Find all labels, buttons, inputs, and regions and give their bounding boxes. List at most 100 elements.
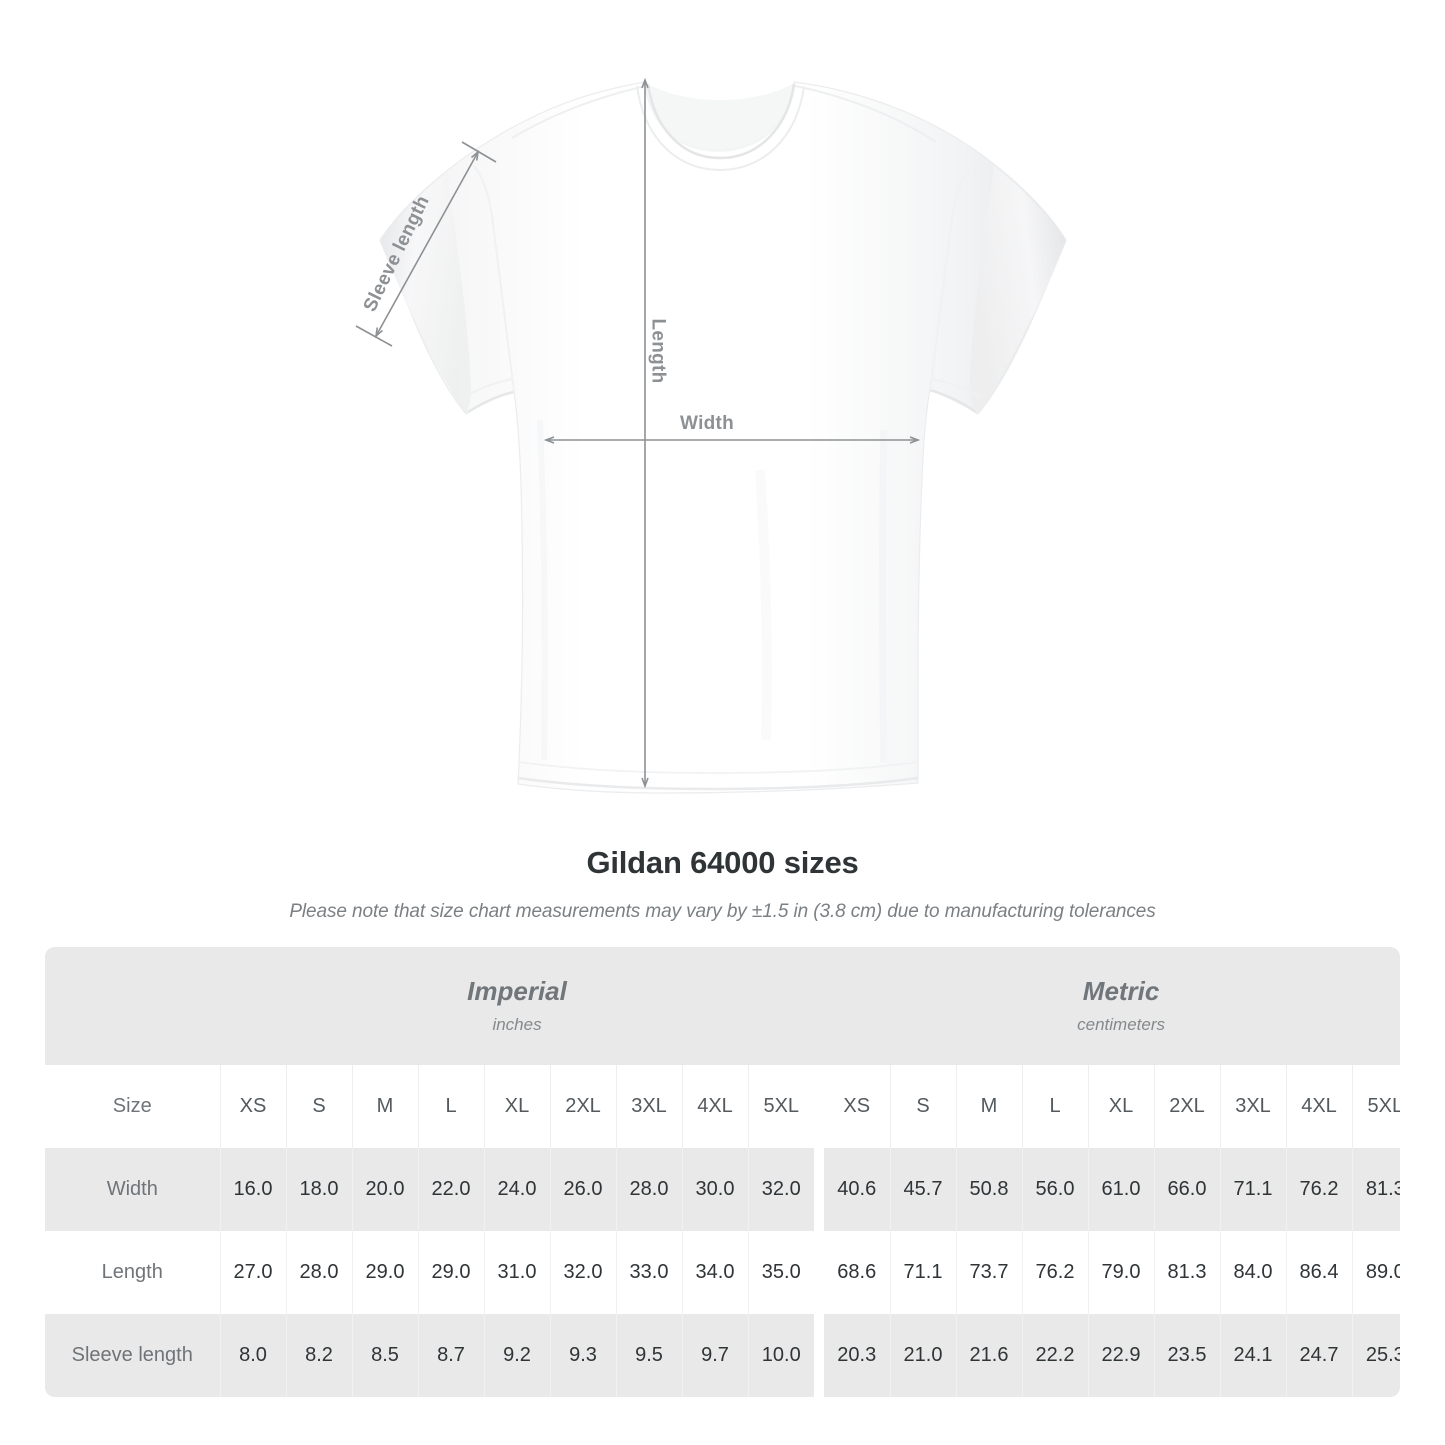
size-header-imperial-5xl: 5XL (747, 1065, 815, 1148)
cell-metric-xl: 22.9 (1087, 1314, 1155, 1397)
unit-group-metric: Metric centimeters (824, 947, 1400, 1065)
table-row: Width 16.0 18.0 20.0 22.0 24.0 26.0 28.0 30.0 32.… (45, 1148, 1400, 1231)
cell-imperial-4xl: 34.0 (681, 1231, 748, 1314)
size-header-imperial-xs: XS (219, 1065, 286, 1148)
cell-metric-m: 50.8 (955, 1148, 1023, 1231)
cell-imperial-5xl: 32.0 (747, 1148, 815, 1231)
section-divider (814, 1065, 825, 1148)
shoulder-seam-left (511, 85, 647, 139)
cell-metric-2xl: 23.5 (1153, 1314, 1221, 1397)
cell-imperial-xs: 27.0 (219, 1231, 286, 1314)
section-divider (814, 1231, 825, 1314)
unit-group-subtitle: inches (492, 1014, 542, 1034)
unit-group-row: Imperial inches Metric centimeters (45, 947, 1400, 1065)
size-header-imperial-m: M (351, 1065, 418, 1148)
size-header-metric-l: L (1021, 1065, 1089, 1148)
size-header-metric-5xl: 5XL (1351, 1065, 1400, 1148)
cell-imperial-xl: 31.0 (483, 1231, 550, 1314)
cell-imperial-2xl: 9.3 (549, 1314, 616, 1397)
chart-heading: Gildan 64000 sizes Please note that size… (0, 845, 1445, 923)
cell-metric-4xl: 76.2 (1285, 1148, 1353, 1231)
cell-imperial-5xl: 35.0 (747, 1231, 815, 1314)
row-label-sleeve-length: Sleeve length (45, 1314, 220, 1397)
fold-shadow-1 (537, 419, 548, 761)
row-label-length: Length (45, 1231, 220, 1314)
armhole-seam-right (929, 167, 971, 391)
cell-metric-4xl: 86.4 (1285, 1231, 1353, 1314)
shoulder-seam-right (794, 85, 937, 143)
table-row: Sleeve length 8.0 8.2 8.5 8.7 9.2 9.3 9.5 9.7 10.… (45, 1314, 1400, 1397)
size-header-metric-xs: XS (824, 1065, 891, 1148)
cell-metric-5xl: 89.0 (1351, 1231, 1400, 1314)
size-chart-table: Imperial inches Metric centimeters Size XS S M L… (45, 947, 1400, 1397)
cell-imperial-l: 29.0 (417, 1231, 484, 1314)
size-header-metric-4xl: 4XL (1285, 1065, 1353, 1148)
cell-metric-xl: 61.0 (1087, 1148, 1155, 1231)
shirt-body (379, 81, 1067, 794)
sleeve-left-hem (467, 390, 515, 414)
unit-group-name: Imperial (467, 976, 567, 1007)
shirt-bottom-hem-2 (518, 761, 919, 774)
sleeve-right-hem-2 (931, 378, 983, 399)
cell-imperial-m: 29.0 (351, 1231, 418, 1314)
size-header-imperial-3xl: 3XL (615, 1065, 682, 1148)
length-label: Length (647, 318, 669, 384)
width-label: Width (680, 413, 735, 434)
cell-metric-3xl: 84.0 (1219, 1231, 1287, 1314)
cell-imperial-3xl: 33.0 (615, 1231, 682, 1314)
size-header-imperial-xl: XL (483, 1065, 550, 1148)
sleeve-right-shade (969, 166, 1066, 414)
tshirt-drawing (355, 77, 1067, 794)
cell-metric-2xl: 66.0 (1153, 1148, 1221, 1231)
cell-imperial-xs: 8.0 (219, 1314, 286, 1397)
size-header-imperial-s: S (285, 1065, 352, 1148)
size-header-metric-xl: XL (1087, 1065, 1155, 1148)
cell-imperial-xl: 9.2 (483, 1314, 550, 1397)
size-header-metric-m: M (955, 1065, 1023, 1148)
size-header-imperial-4xl: 4XL (681, 1065, 748, 1148)
size-header-metric-2xl: 2XL (1153, 1065, 1221, 1148)
cell-imperial-m: 20.0 (351, 1148, 418, 1231)
cell-metric-s: 45.7 (889, 1148, 957, 1231)
cell-metric-xl: 79.0 (1087, 1231, 1155, 1314)
sleeve-tick-bottom (355, 325, 393, 347)
cell-metric-4xl: 24.7 (1285, 1314, 1353, 1397)
size-header-metric-s: S (889, 1065, 957, 1148)
unit-group-imperial: Imperial inches (220, 947, 815, 1065)
cell-metric-3xl: 24.1 (1219, 1314, 1287, 1397)
cell-metric-l: 22.2 (1021, 1314, 1089, 1397)
cell-imperial-s: 28.0 (285, 1231, 352, 1314)
cell-imperial-2xl: 32.0 (549, 1231, 616, 1314)
page-title: Gildan 64000 sizes (586, 845, 859, 880)
cell-metric-l: 76.2 (1021, 1231, 1089, 1314)
fold-shadow-3 (755, 469, 772, 741)
shirt-collar-outer (636, 85, 805, 172)
cell-metric-m: 73.7 (955, 1231, 1023, 1314)
shirt-shape (379, 81, 1067, 794)
cell-metric-xs: 40.6 (824, 1148, 891, 1231)
tshirt-illustration: Sleeve length Length Width (355, 77, 1067, 794)
unit-group-subtitle: centimeters (1077, 1014, 1166, 1034)
cell-metric-l: 56.0 (1021, 1148, 1089, 1231)
cell-imperial-s: 8.2 (285, 1314, 352, 1397)
cell-metric-3xl: 71.1 (1219, 1148, 1287, 1231)
shirt-collar-rib (646, 83, 796, 160)
sleeve-tick-top (461, 141, 497, 163)
cell-imperial-l: 8.7 (417, 1314, 484, 1397)
cell-metric-xs: 20.3 (824, 1314, 891, 1397)
cell-imperial-xl: 24.0 (483, 1148, 550, 1231)
cell-metric-m: 21.6 (955, 1314, 1023, 1397)
sleeve-left-hem-2 (461, 378, 513, 399)
cell-imperial-l: 22.0 (417, 1148, 484, 1231)
armhole-seam-left (473, 165, 515, 393)
cell-imperial-xs: 16.0 (219, 1148, 286, 1231)
fold-shadow-2 (879, 429, 888, 763)
unit-row-spacer (45, 947, 220, 1065)
dimension-arrows (355, 77, 921, 789)
size-header-imperial-2xl: 2XL (549, 1065, 616, 1148)
unit-group-name: Metric (1082, 976, 1160, 1007)
row-label-width: Width (45, 1148, 220, 1231)
shirt-bottom-hem (517, 776, 919, 791)
section-divider (814, 1148, 825, 1231)
cell-metric-s: 21.0 (889, 1314, 957, 1397)
